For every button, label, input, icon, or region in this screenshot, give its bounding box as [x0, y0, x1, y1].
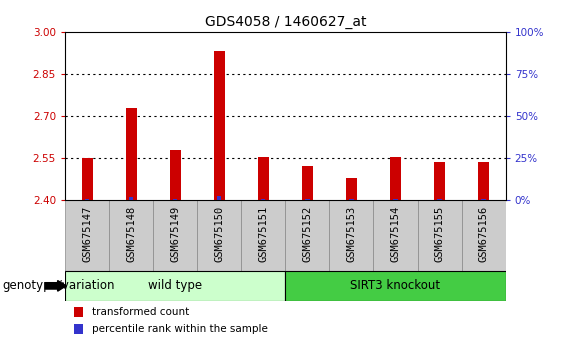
Bar — [390, 156, 401, 200]
Bar — [434, 162, 445, 200]
Bar — [129, 197, 133, 200]
Bar — [393, 199, 398, 200]
Bar — [74, 307, 84, 316]
Bar — [197, 200, 241, 271]
Text: genotype/variation: genotype/variation — [3, 279, 115, 292]
Text: GSM675149: GSM675149 — [170, 206, 180, 262]
Bar — [305, 199, 310, 200]
Text: GSM675151: GSM675151 — [258, 206, 268, 262]
Bar — [153, 200, 197, 271]
Bar — [258, 156, 269, 200]
Bar — [481, 199, 486, 200]
Text: SIRT3 knockout: SIRT3 knockout — [350, 279, 441, 292]
Bar — [285, 200, 329, 271]
Bar — [85, 199, 89, 200]
Text: GSM675150: GSM675150 — [214, 206, 224, 262]
Bar — [329, 200, 373, 271]
Text: GSM675156: GSM675156 — [479, 206, 489, 262]
Bar — [217, 196, 221, 200]
Bar — [125, 108, 137, 200]
Text: GSM675148: GSM675148 — [126, 206, 136, 262]
Bar — [173, 199, 177, 200]
Bar — [373, 200, 418, 271]
Text: GSM675154: GSM675154 — [390, 206, 401, 262]
Bar — [285, 271, 506, 301]
Bar — [241, 200, 285, 271]
Bar — [109, 200, 153, 271]
Text: GSM675153: GSM675153 — [346, 206, 357, 262]
Title: GDS4058 / 1460627_at: GDS4058 / 1460627_at — [205, 16, 366, 29]
Bar — [478, 162, 489, 200]
Text: GSM675155: GSM675155 — [434, 206, 445, 262]
Text: GSM675152: GSM675152 — [302, 206, 312, 262]
Bar — [261, 199, 266, 200]
Text: percentile rank within the sample: percentile rank within the sample — [92, 324, 268, 334]
Bar — [302, 166, 313, 200]
Text: GSM675147: GSM675147 — [82, 206, 92, 262]
Bar — [74, 324, 84, 334]
Bar — [214, 51, 225, 200]
Bar — [346, 178, 357, 200]
Bar — [65, 200, 109, 271]
Bar — [418, 200, 462, 271]
Bar — [462, 200, 506, 271]
Bar — [349, 199, 354, 200]
Text: wild type: wild type — [148, 279, 202, 292]
Text: transformed count: transformed count — [92, 307, 189, 317]
Bar — [81, 158, 93, 200]
Bar — [65, 271, 285, 301]
Bar — [437, 199, 442, 200]
Bar — [170, 149, 181, 200]
